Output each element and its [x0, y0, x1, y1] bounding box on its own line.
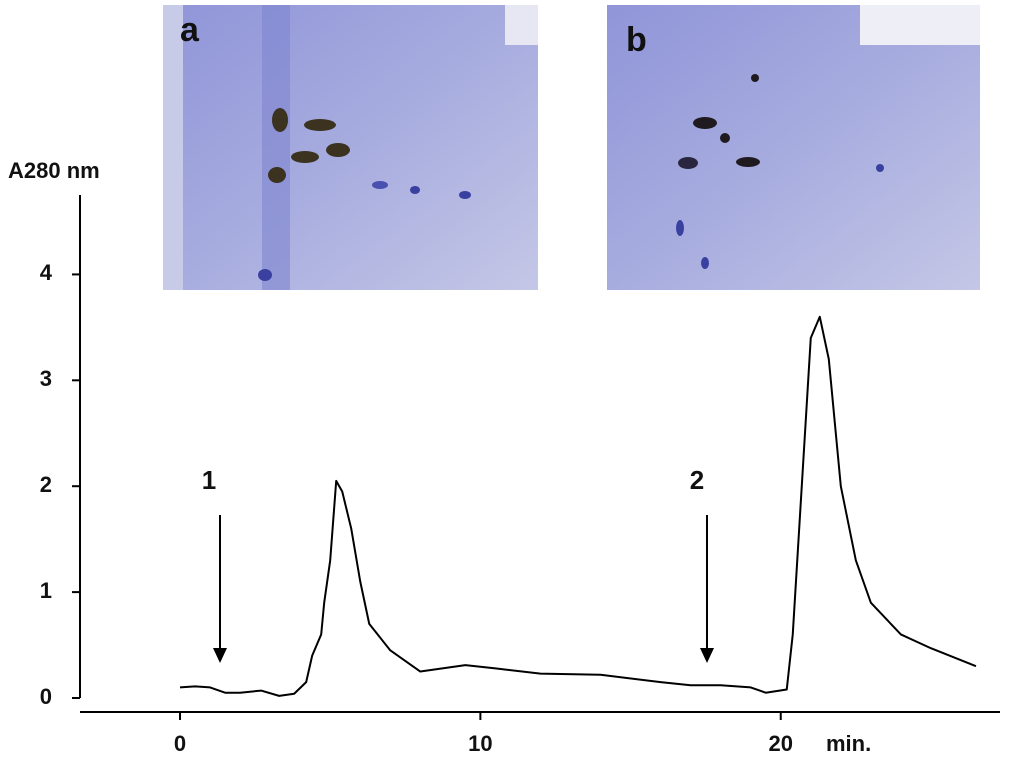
- x-tick-label: 10: [468, 731, 492, 756]
- panel-label: b: [626, 21, 647, 59]
- y-tick-label: 1: [40, 578, 52, 603]
- arrow: [700, 515, 714, 663]
- x-axis-label: min.: [826, 731, 871, 756]
- x-tick-label: 20: [768, 731, 792, 756]
- data-line: [179, 315, 977, 697]
- annotation: 2: [690, 465, 704, 495]
- y-tick-label: 3: [40, 366, 52, 391]
- gel-image-b: [607, 5, 980, 290]
- y-tick-label: 0: [40, 684, 52, 709]
- x-tick-label: 0: [174, 731, 186, 756]
- y-tick-label: 2: [40, 472, 52, 497]
- panel-label: a: [180, 11, 200, 49]
- arrow: [213, 515, 227, 663]
- gel-image-a: [163, 5, 538, 290]
- y-axis-label: A280 nm: [8, 158, 100, 183]
- annotation: 1: [202, 465, 216, 495]
- y-tick-label: 4: [40, 260, 53, 285]
